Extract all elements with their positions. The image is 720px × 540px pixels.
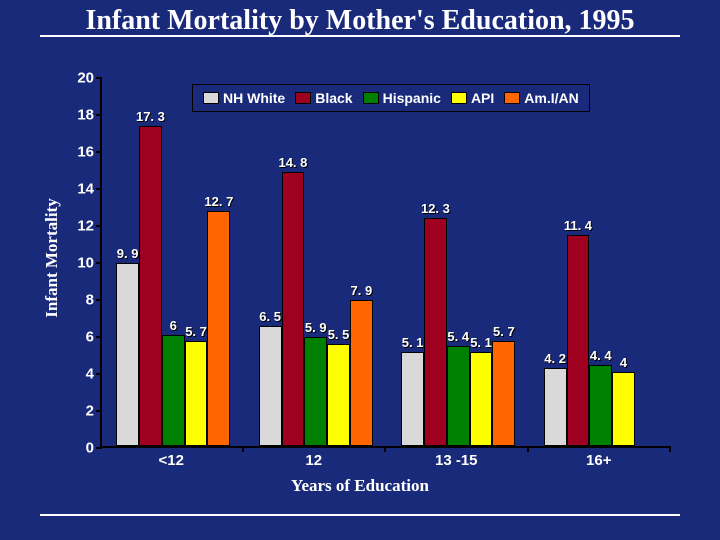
y-tick-label: 0 bbox=[86, 440, 94, 457]
bar bbox=[612, 372, 635, 446]
y-tick-label: 18 bbox=[77, 107, 94, 124]
bar bbox=[544, 368, 567, 446]
legend-label: Black bbox=[315, 90, 352, 106]
legend-swatch bbox=[295, 92, 311, 104]
x-tick bbox=[527, 446, 529, 452]
bar bbox=[589, 365, 612, 446]
y-tick-label: 12 bbox=[77, 218, 94, 235]
chart-container: Infant Mortality Years of Education NH W… bbox=[40, 78, 680, 498]
y-tick bbox=[96, 299, 102, 301]
legend-label: Am.I/AN bbox=[524, 90, 578, 106]
legend: NH White Black Hispanic API Am.I/AN bbox=[192, 84, 590, 112]
legend-swatch bbox=[203, 92, 219, 104]
x-category-label: 13 -15 bbox=[435, 452, 478, 469]
bar-value-label: 14. 8 bbox=[278, 155, 307, 170]
y-tick-label: 20 bbox=[77, 70, 94, 87]
bar bbox=[350, 300, 373, 446]
bar-value-label: 5. 4 bbox=[447, 329, 469, 344]
bar-value-label: 7. 9 bbox=[351, 283, 373, 298]
bar bbox=[139, 126, 162, 446]
y-tick bbox=[96, 336, 102, 338]
legend-label: Hispanic bbox=[383, 90, 441, 106]
bar-value-label: 17. 3 bbox=[136, 109, 165, 124]
bar bbox=[327, 344, 350, 446]
bar-value-label: 12. 7 bbox=[204, 194, 233, 209]
legend-item: Black bbox=[295, 90, 352, 106]
legend-swatch bbox=[504, 92, 520, 104]
x-tick bbox=[242, 446, 244, 452]
x-category-label: <12 bbox=[159, 452, 184, 469]
y-tick-label: 2 bbox=[86, 403, 94, 420]
bar-value-label: 5. 7 bbox=[493, 324, 515, 339]
title-block: Infant Mortality by Mother's Education, … bbox=[40, 6, 680, 37]
legend-item: NH White bbox=[203, 90, 285, 106]
legend-label: NH White bbox=[223, 90, 285, 106]
y-tick-label: 16 bbox=[77, 144, 94, 161]
bar bbox=[424, 218, 447, 446]
bar bbox=[567, 235, 590, 446]
x-axis-title: Years of Education bbox=[40, 476, 680, 496]
y-tick-label: 4 bbox=[86, 366, 94, 383]
y-tick bbox=[96, 188, 102, 190]
bar-value-label: 4. 2 bbox=[544, 351, 566, 366]
y-tick-label: 10 bbox=[77, 255, 94, 272]
legend-item: Am.I/AN bbox=[504, 90, 578, 106]
plot-area: NH WhiteBlackHispanicAPIAm.I/AN 02468101… bbox=[100, 78, 670, 448]
x-tick bbox=[384, 446, 386, 452]
bar-value-label: 5. 9 bbox=[305, 320, 327, 335]
bar bbox=[259, 326, 282, 446]
bar bbox=[282, 172, 305, 446]
bar-value-label: 4. 4 bbox=[590, 348, 612, 363]
chart-title: Infant Mortality by Mother's Education, … bbox=[85, 6, 634, 37]
y-tick-label: 6 bbox=[86, 329, 94, 346]
bar-value-label: 12. 3 bbox=[421, 201, 450, 216]
legend-label: API bbox=[471, 90, 494, 106]
y-axis-title: Infant Mortality bbox=[42, 198, 62, 317]
bar-value-label: 5. 5 bbox=[328, 327, 350, 342]
y-tick bbox=[96, 262, 102, 264]
bar-value-label: 9. 9 bbox=[117, 246, 139, 261]
y-tick bbox=[96, 77, 102, 79]
x-category-label: 12 bbox=[305, 452, 322, 469]
bar-value-label: 11. 4 bbox=[564, 218, 592, 233]
legend-item: API bbox=[451, 90, 494, 106]
x-category-label: 16+ bbox=[586, 452, 611, 469]
bar-value-label: 5. 1 bbox=[402, 335, 424, 350]
bar bbox=[162, 335, 185, 446]
bar-value-label: 4 bbox=[620, 355, 627, 370]
bottom-underline bbox=[40, 514, 680, 516]
y-tick bbox=[96, 410, 102, 412]
bar-value-label: 6 bbox=[170, 318, 177, 333]
bar bbox=[470, 352, 493, 446]
y-tick-label: 14 bbox=[77, 181, 94, 198]
y-tick-label: 8 bbox=[86, 292, 94, 309]
y-tick bbox=[96, 225, 102, 227]
bar-value-label: 6. 5 bbox=[259, 309, 281, 324]
slide: Infant Mortality by Mother's Education, … bbox=[0, 0, 720, 540]
legend-swatch bbox=[363, 92, 379, 104]
legend-swatch bbox=[451, 92, 467, 104]
y-tick bbox=[96, 447, 102, 449]
bar bbox=[401, 352, 424, 446]
y-tick bbox=[96, 114, 102, 116]
x-tick bbox=[669, 446, 671, 452]
y-tick bbox=[96, 373, 102, 375]
bar bbox=[207, 211, 230, 446]
bar bbox=[116, 263, 139, 446]
bar bbox=[492, 341, 515, 446]
legend-item: Hispanic bbox=[363, 90, 441, 106]
bar-value-label: 5. 1 bbox=[470, 335, 492, 350]
bar bbox=[304, 337, 327, 446]
bar bbox=[185, 341, 208, 446]
y-tick bbox=[96, 151, 102, 153]
bar-value-label: 5. 7 bbox=[185, 324, 207, 339]
bar bbox=[447, 346, 470, 446]
